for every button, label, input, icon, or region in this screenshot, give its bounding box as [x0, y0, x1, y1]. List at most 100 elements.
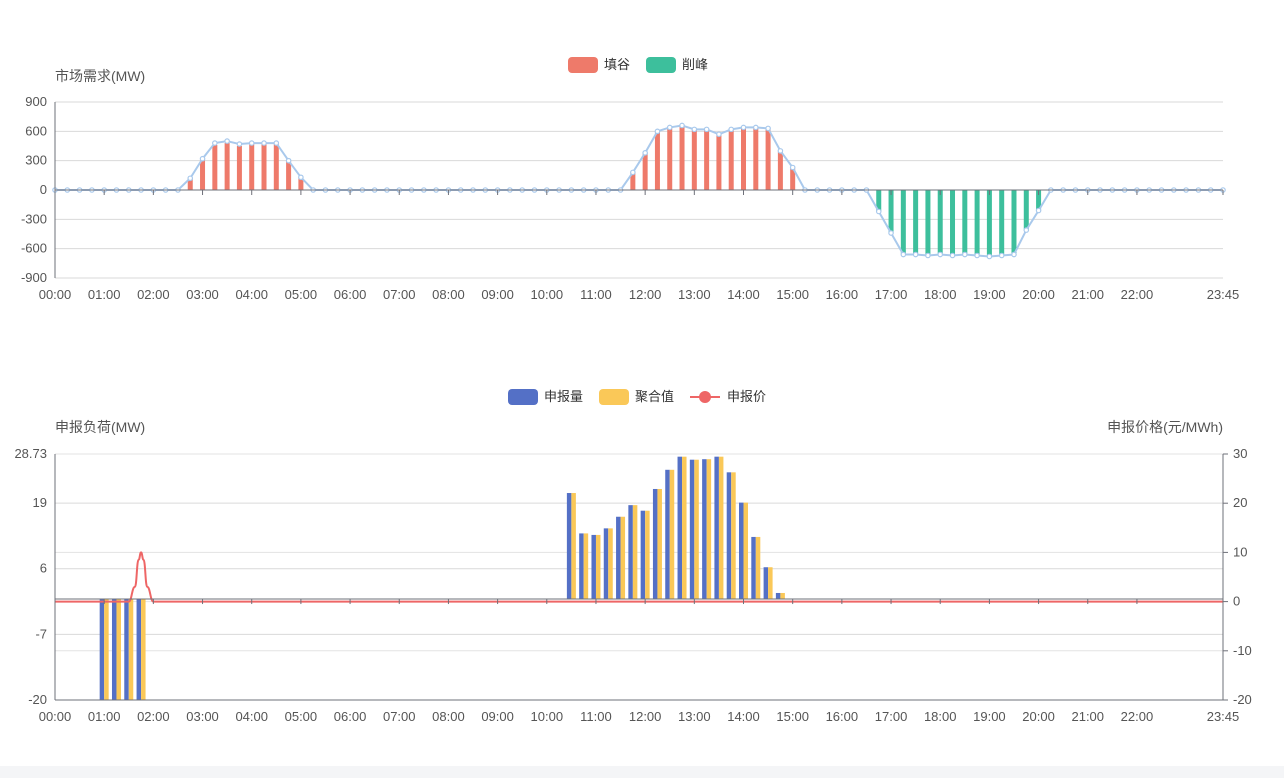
bottom-scroll-strip	[0, 766, 1284, 778]
demand-bars	[187, 126, 1042, 256]
demand-point	[1011, 251, 1017, 258]
declared-bar	[665, 469, 670, 600]
declared-bar	[677, 456, 683, 600]
peak-shaving-bar	[974, 190, 980, 255]
declaration-right-tick-label: -10	[1233, 643, 1252, 658]
demand-y-tick-label: 900	[25, 94, 47, 109]
fill-valley-bar	[667, 128, 673, 190]
peak-shaving-bar	[1036, 190, 1042, 210]
peak-shaving-bar	[925, 190, 931, 255]
x-tick-label: 14:00	[727, 287, 760, 302]
aggregate-bar	[755, 536, 761, 600]
legend-item-price[interactable]: 申报价	[690, 389, 766, 404]
x-tick-label: 04:00	[235, 287, 268, 302]
fill-valley-bar	[298, 177, 304, 190]
x-tick-label: 08:00	[432, 709, 465, 724]
demand-point	[974, 252, 980, 259]
demand-point	[789, 164, 796, 171]
legend-item-aggregate[interactable]: 聚合值	[599, 389, 674, 405]
demand-point	[925, 252, 931, 259]
aggregate-bar	[620, 516, 626, 600]
demand-point	[875, 208, 882, 215]
declaration-y-tick-label: 19	[33, 495, 47, 510]
fill-valley-bar	[753, 127, 759, 190]
legend-label-declared: 申报量	[544, 389, 583, 404]
legend-label-price: 申报价	[727, 389, 766, 404]
aggregate-bar	[632, 505, 638, 600]
demand-point	[630, 169, 636, 176]
fill-valley-bar	[224, 143, 230, 190]
aggregate-bar	[743, 502, 749, 600]
declaration-y-tick-label: -7	[35, 626, 47, 641]
legend-item-peak-shaving[interactable]: 削峰	[646, 57, 708, 73]
fill-valley-bar	[630, 172, 636, 190]
demand-point	[962, 251, 968, 258]
x-tick-label: 02:00	[137, 709, 170, 724]
demand-y-tick-label: -300	[21, 211, 47, 226]
declared-bar	[628, 505, 633, 600]
demand-point	[998, 252, 1005, 259]
declared-bar	[566, 493, 572, 600]
declared-bar	[111, 599, 117, 700]
aggregate-bar	[657, 488, 662, 600]
peak-shaving-bar	[888, 190, 894, 234]
demand-point	[236, 141, 243, 147]
demand-point	[679, 122, 685, 129]
demand-point	[752, 124, 759, 131]
declaration-bars	[99, 456, 785, 700]
legend-label-fill-valley: 填谷	[604, 57, 630, 72]
declaration-right-axis-label: 申报价格(元/MWh)	[1107, 419, 1223, 435]
demand-point	[187, 175, 194, 182]
aggregate-bar	[718, 456, 724, 600]
legend-swatch-declared	[508, 389, 538, 405]
fill-valley-bar	[765, 129, 771, 190]
demand-point	[285, 157, 292, 164]
x-tick-label: 06:00	[334, 709, 367, 724]
demand-point	[716, 131, 722, 138]
x-tick-label: 06:00	[334, 287, 367, 302]
declared-bar	[591, 534, 596, 600]
peak-shaving-bar	[937, 190, 943, 254]
aggregate-bar	[645, 510, 650, 600]
x-tick-label: 18:00	[924, 709, 957, 724]
demand-point	[986, 253, 993, 260]
x-tick-label: 00:00	[39, 709, 72, 724]
x-tick-label: 17:00	[875, 709, 908, 724]
x-tick-label: 10:00	[531, 287, 564, 302]
aggregate-bar	[706, 459, 712, 600]
legend-item-declared[interactable]: 申报量	[508, 389, 583, 405]
declaration-legend: 申报量 聚合值 申报价	[508, 389, 766, 405]
aggregate-bar	[780, 592, 785, 600]
x-tick-label: 12:00	[629, 709, 662, 724]
fill-valley-bar	[790, 168, 796, 190]
demand-point	[703, 126, 710, 133]
x-tick-label: 23:45	[1207, 709, 1240, 724]
x-tick-label: 01:00	[88, 287, 121, 302]
x-tick-label: 05:00	[285, 287, 318, 302]
x-tick-label: 16:00	[826, 709, 859, 724]
x-tick-label: 15:00	[776, 709, 809, 724]
declared-bar	[689, 459, 695, 600]
declared-bar	[763, 567, 769, 600]
aggregate-bar	[731, 472, 736, 600]
declared-bar	[775, 592, 781, 600]
demand-y-axis-label: 市场需求(MW)	[55, 68, 145, 84]
demand-point	[273, 140, 280, 146]
x-tick-label: 01:00	[88, 709, 121, 724]
x-tick-label: 23:45	[1207, 287, 1240, 302]
peak-shaving-bar	[962, 190, 968, 254]
demand-y-tick-label: -900	[21, 270, 47, 285]
demand-point	[298, 174, 304, 181]
declared-bar	[739, 502, 744, 600]
demand-point	[777, 148, 784, 154]
legend-item-fill-valley[interactable]: 填谷	[568, 57, 630, 73]
demand-point	[740, 124, 747, 131]
peak-shaving-bar	[986, 190, 992, 256]
declaration-right-tick-label: 30	[1233, 446, 1247, 461]
x-tick-label: 15:00	[776, 287, 809, 302]
fill-valley-bar	[741, 128, 747, 190]
declared-bar	[579, 533, 584, 600]
x-tick-label: 02:00	[137, 287, 170, 302]
demand-point	[1023, 227, 1030, 233]
demand-point	[642, 150, 648, 156]
